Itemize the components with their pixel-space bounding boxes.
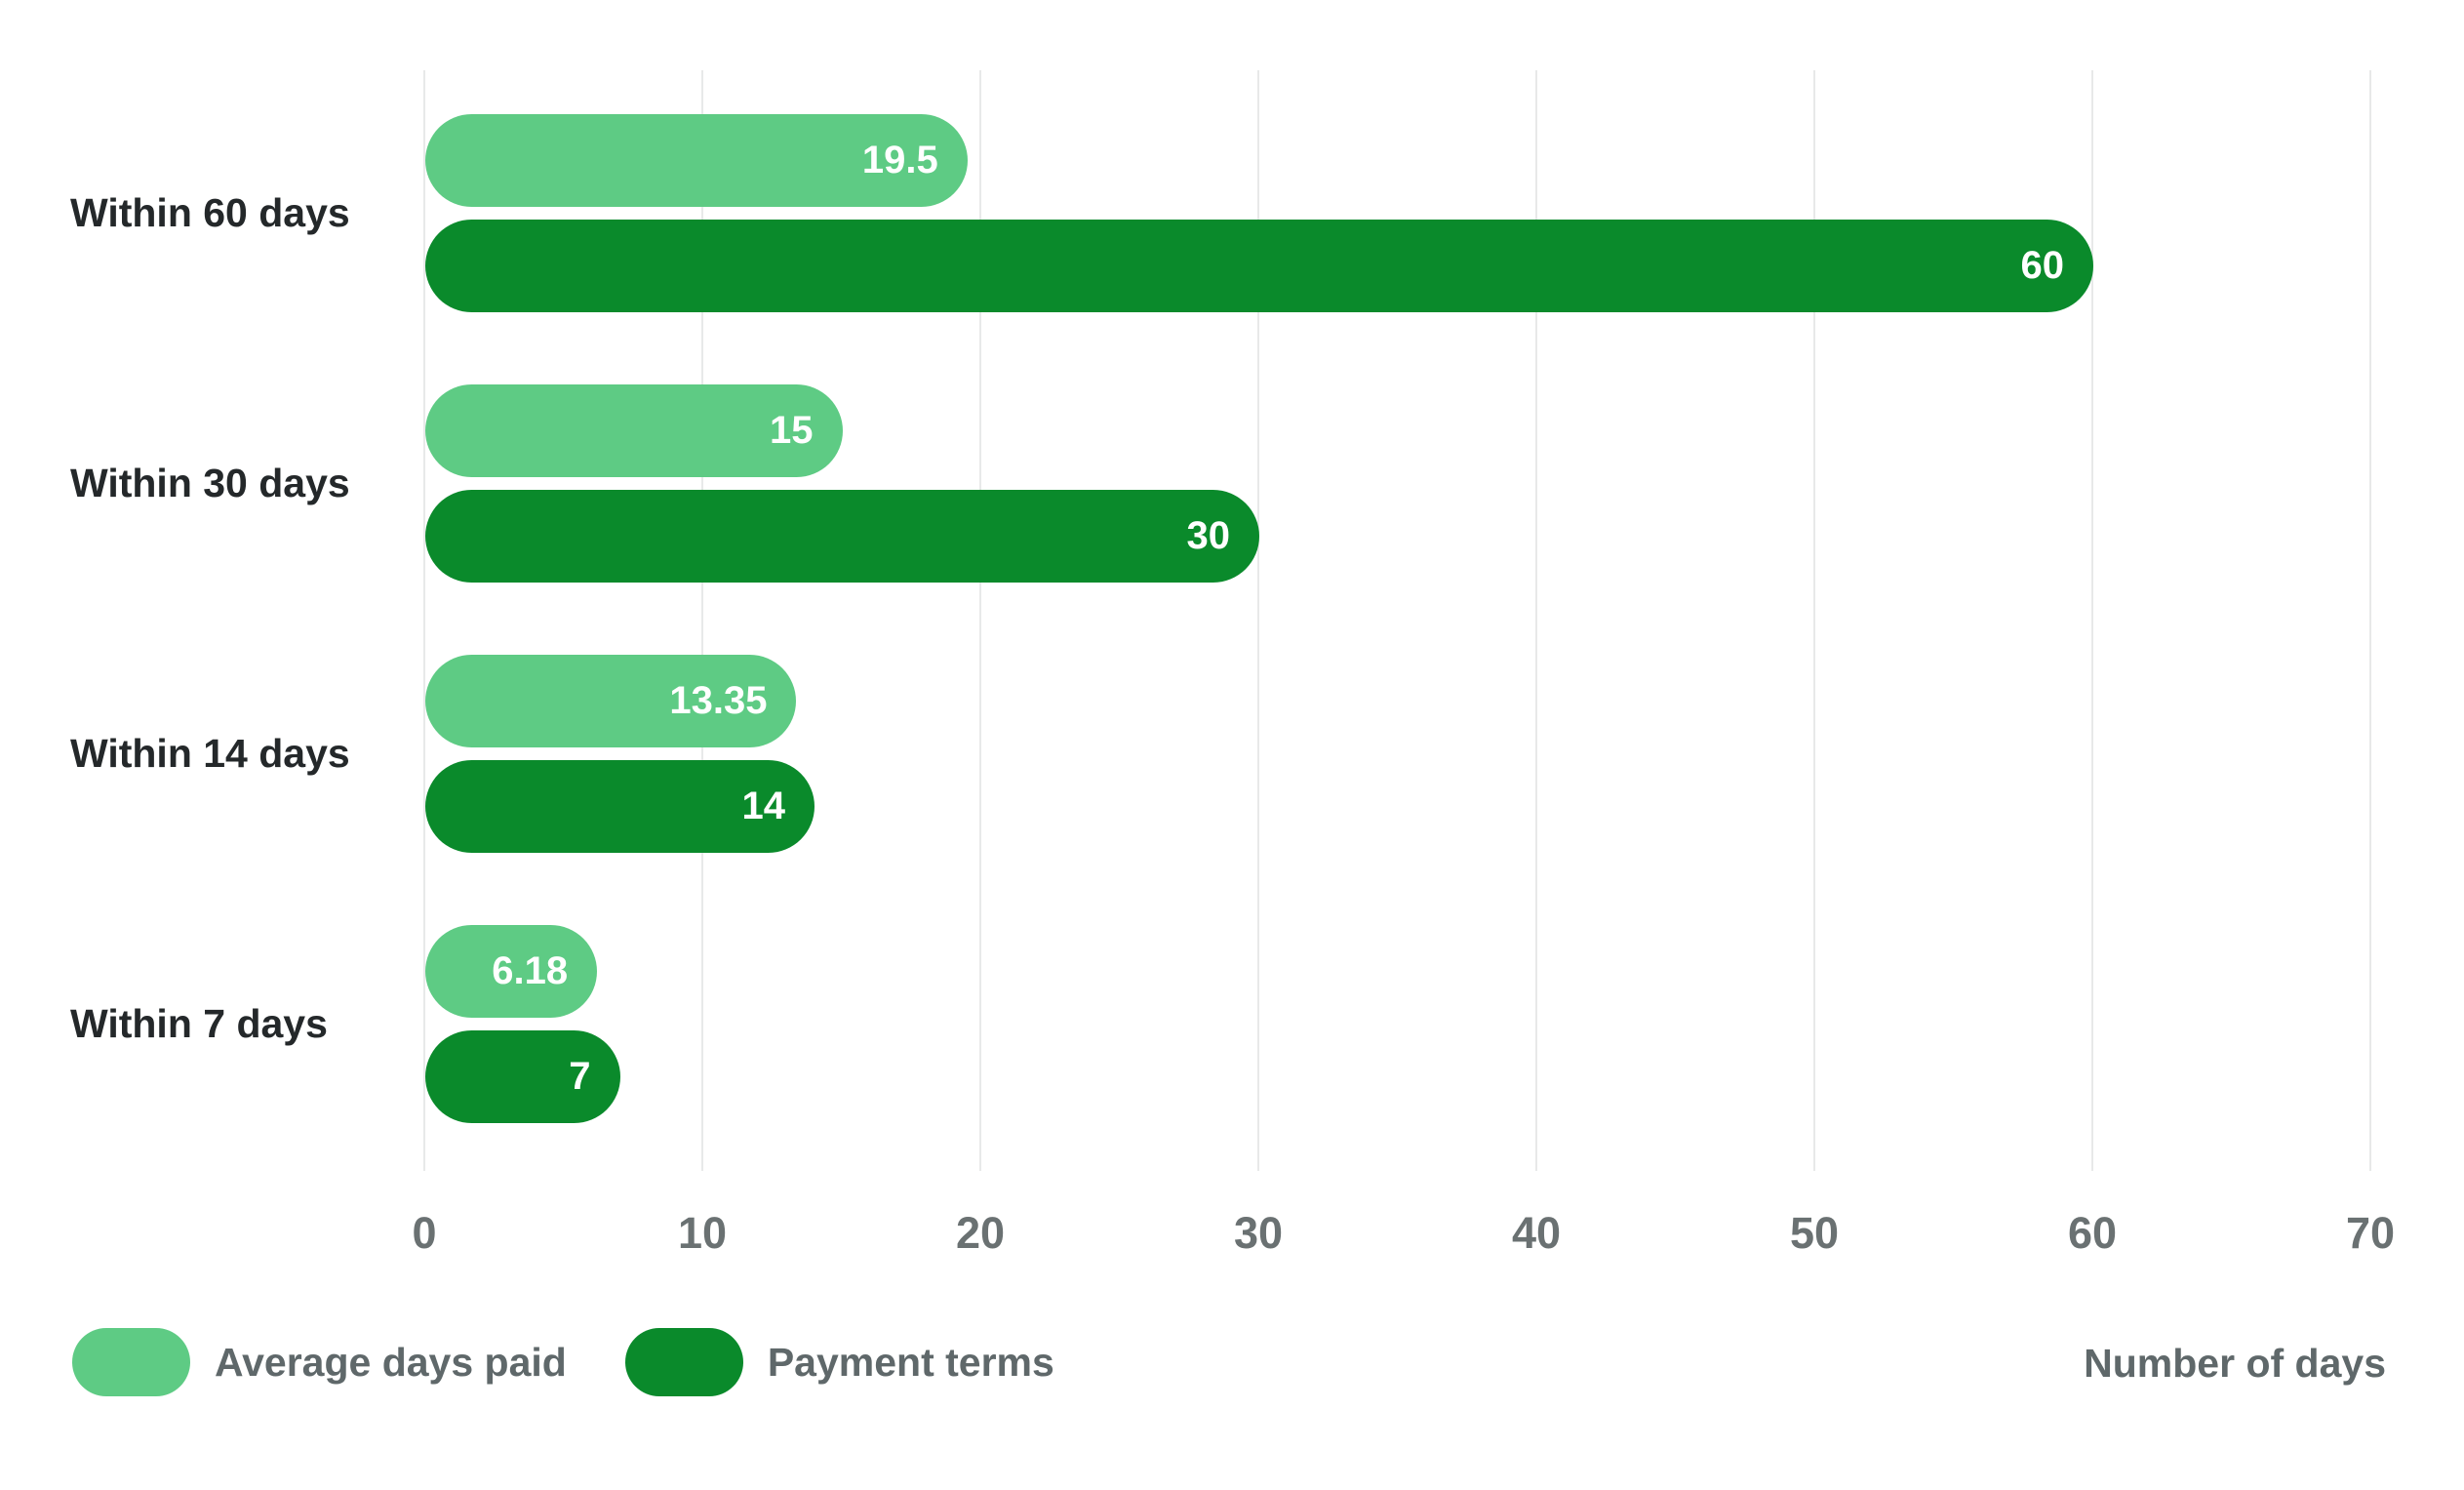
bar-value-label: 13.35 xyxy=(669,679,768,722)
bar-row: Within 60 days 19.5 60 xyxy=(0,78,2464,348)
x-tick-label: 60 xyxy=(2067,1208,2118,1258)
bar-payment-terms[interactable]: 7 xyxy=(425,1030,620,1123)
bar-row: Within 14 days 13.35 14 xyxy=(0,619,2464,889)
category-label: Within 14 days xyxy=(70,731,350,776)
gridline xyxy=(979,70,981,1171)
category-label: Within 60 days xyxy=(70,190,350,235)
bar-average-days-paid[interactable]: 13.35 xyxy=(425,655,797,747)
category-label: Within 7 days xyxy=(70,1001,328,1046)
x-tick-label: 50 xyxy=(1789,1208,1840,1258)
bar-value-label: 14 xyxy=(741,785,786,827)
gridline xyxy=(2091,70,2093,1171)
gridline xyxy=(2369,70,2371,1171)
x-tick-label: 70 xyxy=(2345,1208,2396,1258)
bar-average-days-paid[interactable]: 19.5 xyxy=(425,114,968,207)
bar-row: Within 30 days 15 30 xyxy=(0,348,2464,619)
bar-rows: Within 60 days 19.5 60 Within 30 days 15 30 Wi… xyxy=(0,78,2464,1159)
bar-value-label: 30 xyxy=(1186,514,1231,557)
gridline xyxy=(1535,70,1537,1171)
bar-average-days-paid[interactable]: 6.18 xyxy=(425,925,598,1018)
gridline xyxy=(1813,70,1815,1171)
bar-value-label: 19.5 xyxy=(861,139,938,181)
category-label: Within 30 days xyxy=(70,461,350,505)
gridline xyxy=(1257,70,1259,1171)
bar-payment-terms[interactable]: 60 xyxy=(425,220,2093,312)
x-tick-label: 0 xyxy=(412,1208,437,1258)
gridline xyxy=(701,70,703,1171)
bar-value-label: 7 xyxy=(569,1055,591,1098)
x-tick-label: 20 xyxy=(955,1208,1006,1258)
legend-swatch-average-days-paid-icon xyxy=(72,1328,190,1396)
bar-payment-terms[interactable]: 30 xyxy=(425,490,1259,583)
bar-value-label: 60 xyxy=(2020,244,2065,287)
x-tick-label: 40 xyxy=(1511,1208,1562,1258)
legend: Average days paid Payment terms xyxy=(72,1327,1113,1397)
legend-label-payment-terms: Payment terms xyxy=(767,1339,1054,1385)
legend-label-average-days-paid: Average days paid xyxy=(215,1339,567,1385)
x-tick-label: 30 xyxy=(1233,1208,1284,1258)
legend-item-average-days-paid[interactable]: Average days paid xyxy=(72,1328,567,1396)
gridline xyxy=(423,70,425,1171)
x-tick-label: 10 xyxy=(677,1208,728,1258)
legend-swatch-payment-terms-icon xyxy=(624,1328,743,1396)
bar-value-label: 6.18 xyxy=(492,949,569,992)
bar-row: Within 7 days 6.18 7 xyxy=(0,889,2464,1159)
bar-value-label: 15 xyxy=(770,409,814,452)
x-axis-title: Number of days xyxy=(2084,1341,2386,1386)
bar-payment-terms[interactable]: 14 xyxy=(425,760,815,853)
bar-average-days-paid[interactable]: 15 xyxy=(425,384,843,477)
legend-item-payment-terms[interactable]: Payment terms xyxy=(624,1328,1054,1396)
